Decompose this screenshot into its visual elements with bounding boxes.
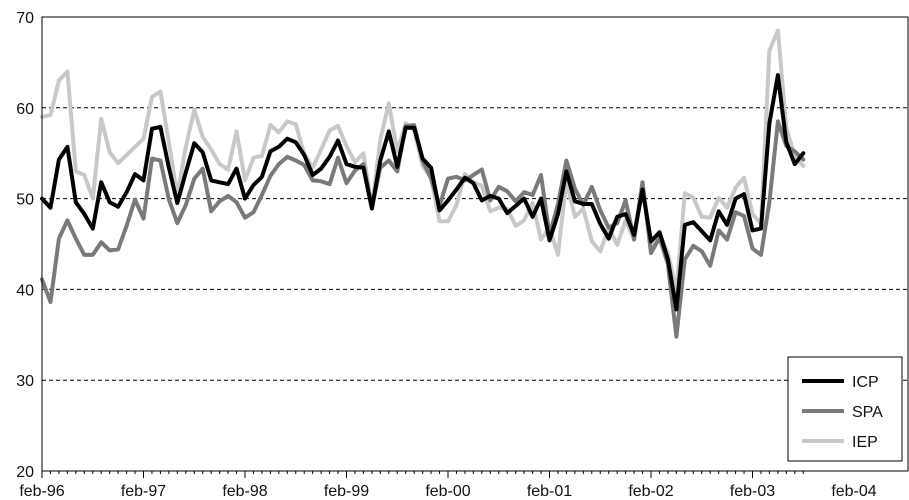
x-tick-label: feb-02 (628, 483, 673, 500)
y-tick-label: 30 (16, 373, 34, 390)
legend-label-icp: ICP (852, 374, 879, 391)
y-tick-label: 60 (16, 101, 34, 118)
x-tick-label: feb-96 (19, 483, 64, 500)
series-lines (40, 28, 806, 339)
x-tick-label: feb-03 (730, 483, 775, 500)
plot-frame (41, 16, 909, 472)
x-axis-tick-labels: feb-96 feb-97 feb-98 feb-99 feb-00 feb-01 feb-… (19, 471, 877, 500)
x-tick-label: feb-00 (425, 483, 470, 500)
legend-label-spa: SPA (852, 404, 883, 421)
x-tick-label: feb-01 (527, 483, 572, 500)
legend: ICP SPA IEP (787, 356, 903, 462)
x-tick-label: feb-98 (222, 483, 267, 500)
legend-label-iep: IEP (852, 434, 878, 451)
y-tick-label: 50 (16, 192, 34, 209)
x-tick-label: feb-99 (324, 483, 369, 500)
y-tick-label: 70 (16, 10, 34, 27)
x-tick-label: feb-97 (121, 483, 166, 500)
y-tick-label: 40 (16, 282, 34, 299)
x-tick-label: feb-04 (831, 483, 876, 500)
y-tick-label: 20 (16, 464, 34, 481)
series-line-icp (40, 73, 806, 312)
y-axis-tick-labels: 20 30 40 50 60 70 (16, 10, 34, 481)
